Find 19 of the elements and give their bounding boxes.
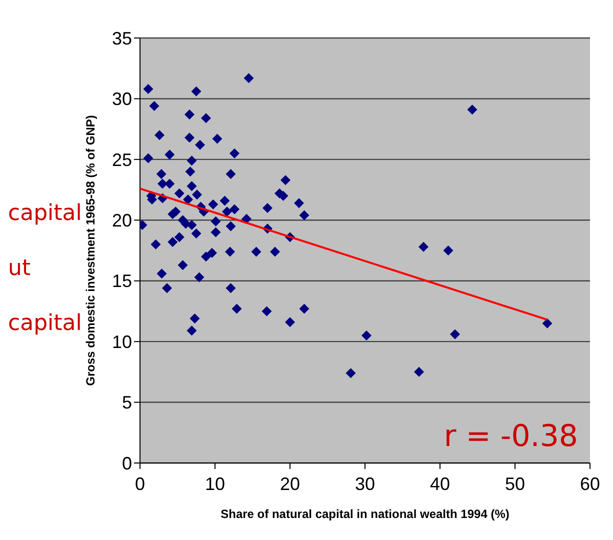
x-tick-label: 30 xyxy=(354,474,376,494)
y-tick-label: 35 xyxy=(112,28,132,48)
x-tick-label: 0 xyxy=(134,474,146,494)
y-tick-label: 20 xyxy=(112,210,132,231)
y-tick-label: 0 xyxy=(122,453,132,474)
x-tick-label: 40 xyxy=(430,474,450,494)
x-tick-label: 50 xyxy=(504,474,526,494)
x-tick-label: 10 xyxy=(204,474,226,494)
y-tick-label: 10 xyxy=(112,332,132,352)
y-tick-label: 15 xyxy=(112,271,132,292)
x-axis-title: Share of natural capital in national wealth 1994 (%) xyxy=(220,507,510,521)
y-tick-label: 5 xyxy=(122,392,132,413)
x-tick-label: 60 xyxy=(580,474,600,494)
side-words: capital ut capital xyxy=(8,200,80,338)
annotation: r = -0.38 xyxy=(444,419,578,454)
x-tick-label: 20 xyxy=(280,474,300,494)
y-tick-label: 30 xyxy=(112,89,132,110)
y-tick-label: 25 xyxy=(112,150,132,170)
y-axis-title: Gross domestic investment 1965-98 (% of GNP) xyxy=(83,115,98,386)
